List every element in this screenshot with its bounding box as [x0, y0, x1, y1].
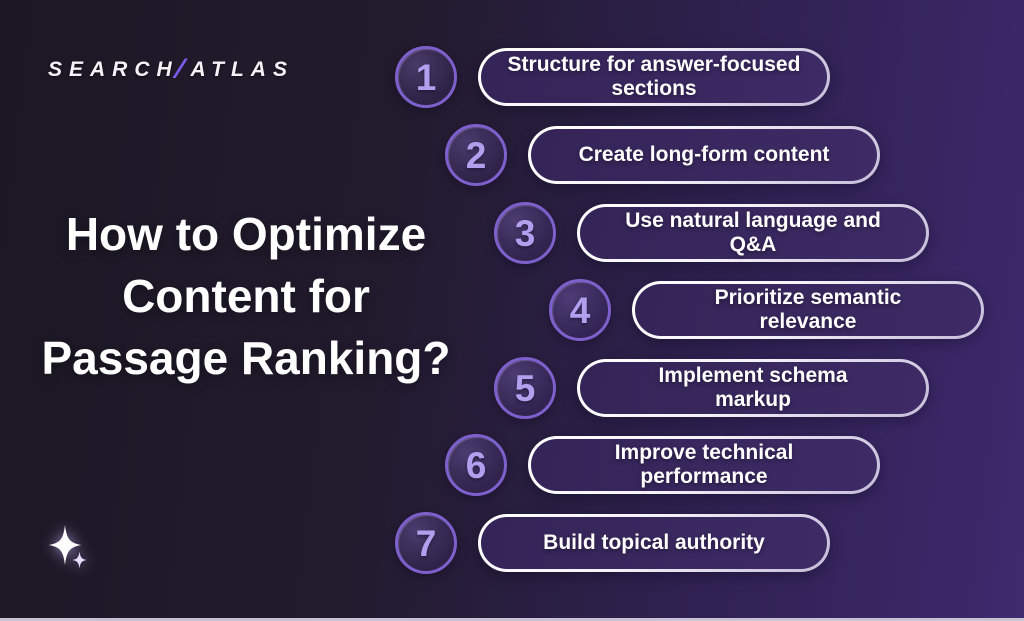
step-number-badge-3: 3 [494, 202, 556, 264]
step-pill-7: Build topical authority [478, 514, 830, 572]
step-number-7: 7 [415, 522, 437, 564]
sparkle-decoration [44, 520, 104, 580]
step-pill-inner-1: Structure for answer-focused sections [481, 51, 827, 103]
step-number-6: 6 [465, 444, 487, 486]
step-label-2: Create long-form content [578, 143, 830, 166]
step-label-3: Use natural language and Q&A [625, 209, 881, 256]
step-pill-6: Improve technical performance [528, 436, 880, 494]
search-atlas-logo: SEARCH/ATLAS [48, 55, 294, 84]
step-label-5: Implement schema markup [658, 364, 848, 411]
step-row-4: 4 Prioritize semantic relevance [549, 279, 984, 341]
step-row-2: 2 Create long-form content [445, 124, 880, 186]
step-pill-4: Prioritize semantic relevance [632, 281, 984, 339]
step-pill-1: Structure for answer-focused sections [478, 48, 830, 106]
step-row-1: 1 Structure for answer-focused sections [395, 46, 830, 108]
bottom-edge-strip [0, 618, 1024, 621]
title-line-3: Passage Ranking? [41, 332, 451, 384]
step-number-badge-5: 5 [494, 357, 556, 419]
step-number-badge-7: 7 [395, 512, 457, 574]
step-label-1: Structure for answer-focused sections [507, 53, 801, 100]
step-row-7: 7 Build topical authority [395, 512, 830, 574]
step-label-4: Prioritize semantic relevance [714, 286, 902, 333]
step-number-4: 4 [569, 289, 591, 331]
step-pill-inner-3: Use natural language and Q&A [580, 207, 926, 259]
step-number-badge-6: 6 [445, 434, 507, 496]
step-number-3: 3 [514, 212, 536, 254]
step-pill-inner-4: Prioritize semantic relevance [635, 284, 981, 336]
step-number-5: 5 [514, 367, 536, 409]
step-pill-inner-5: Implement schema markup [580, 362, 926, 414]
logo-part-search: SEARCH [48, 58, 179, 81]
step-pill-inner-2: Create long-form content [531, 129, 877, 181]
step-pill-inner-6: Improve technical performance [531, 439, 877, 491]
sparkle-icon [48, 524, 82, 566]
step-pill-5: Implement schema markup [577, 359, 929, 417]
title-line-2: Content for [122, 270, 370, 322]
step-pill-2: Create long-form content [528, 126, 880, 184]
step-number-2: 2 [465, 134, 487, 176]
sparkle-icon [72, 551, 87, 569]
step-pill-3: Use natural language and Q&A [577, 204, 929, 262]
step-number-1: 1 [415, 56, 437, 98]
step-row-5: 5 Implement schema markup [494, 357, 929, 419]
title-line-1: How to Optimize [65, 208, 427, 260]
step-number-badge-1: 1 [395, 46, 457, 108]
page-title: How to Optimize Content for Passage Rank… [16, 203, 476, 389]
step-label-6: Improve technical performance [614, 441, 794, 488]
step-number-badge-4: 4 [549, 279, 611, 341]
step-row-3: 3 Use natural language and Q&A [494, 202, 929, 264]
step-label-7: Build topical authority [543, 531, 765, 554]
step-row-6: 6 Improve technical performance [445, 434, 880, 496]
step-number-badge-2: 2 [445, 124, 507, 186]
step-pill-inner-7: Build topical authority [481, 517, 827, 569]
logo-part-atlas: ATLAS [190, 58, 294, 81]
